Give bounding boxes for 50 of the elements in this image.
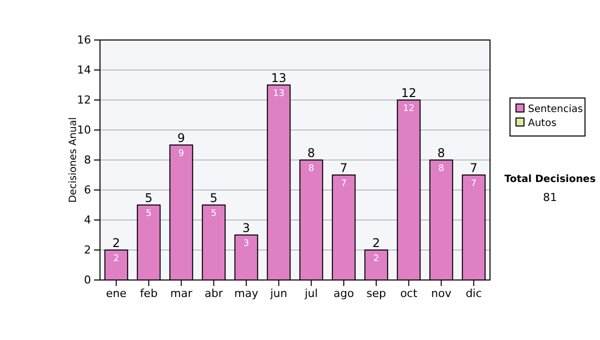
- y-tick-label: 8: [84, 154, 91, 167]
- data-label: 8: [438, 164, 444, 174]
- x-tick-label: sep: [366, 286, 386, 300]
- total-label: 5: [210, 191, 218, 205]
- y-tick-label: 16: [77, 34, 91, 47]
- legend-label: Sentencias: [528, 104, 583, 115]
- y-tick-label: 0: [84, 274, 91, 287]
- y-axis-title: Decisiones Anual: [68, 117, 79, 203]
- total-label: 2: [372, 236, 380, 250]
- total-label: 12: [401, 86, 416, 100]
- data-label: 7: [340, 179, 347, 189]
- data-label: 2: [113, 254, 120, 264]
- x-tick-label: mar: [170, 286, 193, 300]
- total-label: 8: [437, 146, 446, 160]
- total-label: 9: [177, 131, 186, 145]
- x-tick-label: may: [234, 286, 259, 300]
- y-tick-label: 4: [84, 214, 91, 227]
- data-label: 5: [210, 209, 217, 219]
- x-tick-label: dic: [466, 286, 482, 300]
- total-label: 2: [112, 236, 120, 250]
- x-tick-label: ene: [106, 286, 127, 300]
- x-tick-label: feb: [140, 286, 158, 300]
- x-tick-label: jul: [304, 286, 318, 300]
- y-tick-label: 14: [77, 64, 91, 77]
- data-label: 2: [373, 254, 380, 264]
- x-tick-label: oct: [400, 286, 418, 300]
- data-label: 12: [403, 104, 414, 114]
- text: 81: [543, 191, 557, 204]
- total-label: 13: [271, 71, 286, 85]
- data-label: 8: [308, 164, 314, 174]
- y-tick-label: 6: [84, 184, 91, 197]
- total-label: 7: [340, 161, 348, 175]
- y-tick-label: 2: [84, 244, 91, 257]
- legend-label: Autos: [528, 118, 556, 129]
- y-tick-label: 10: [77, 124, 91, 137]
- total-label: 7: [470, 161, 478, 175]
- x-tick-label: jun: [269, 286, 288, 300]
- x-tick-label: abr: [204, 286, 224, 300]
- data-label: 9: [178, 149, 184, 159]
- y-tick-label: 12: [77, 94, 91, 107]
- total-label: 3: [242, 221, 250, 235]
- x-tick-label: ago: [334, 286, 354, 300]
- data-label: 13: [273, 89, 284, 99]
- data-label: 3: [243, 239, 250, 249]
- data-label: 5: [146, 209, 152, 219]
- data-label: 7: [470, 179, 477, 189]
- total-label: 5: [144, 191, 153, 205]
- x-tick-label: nov: [431, 286, 452, 300]
- total-label: 8: [307, 146, 316, 160]
- text: Total Decisiones: [504, 174, 596, 185]
